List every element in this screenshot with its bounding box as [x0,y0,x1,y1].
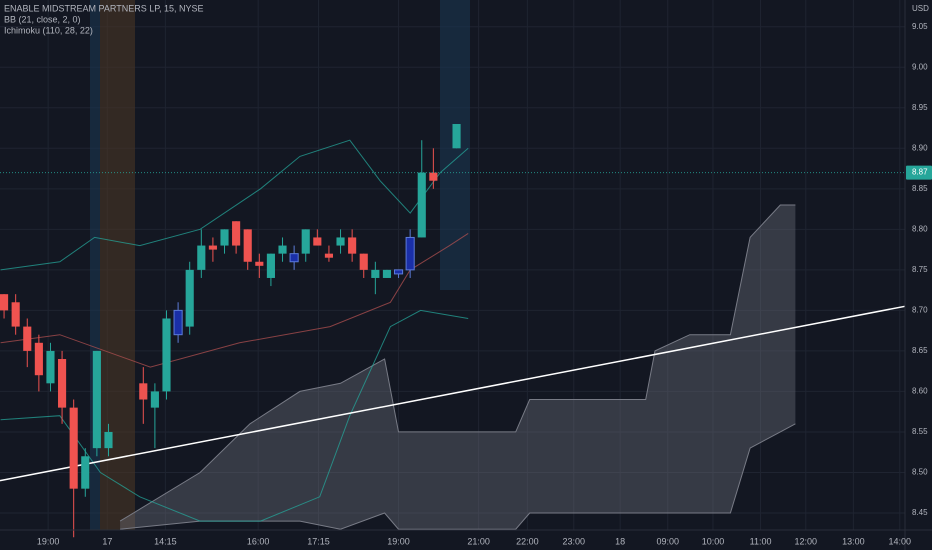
x-tick-label: 21:00 [467,536,490,546]
candle-body [313,237,322,246]
candle-body [81,456,90,489]
indicator-line [0,139,469,271]
y-tick-label: 8.90 [912,143,928,152]
candle-body [162,318,171,392]
candle-body [173,309,183,336]
x-tick-label: 16:00 [247,536,270,546]
candle-body [0,294,9,311]
x-tick-label: 17 [102,536,112,546]
candle-body [266,253,275,278]
candle-body [92,350,101,449]
candle-body [150,391,159,408]
candle-body [393,269,404,275]
indicator-line [0,232,469,368]
cloud-fill [120,205,796,530]
price-label-box [906,165,932,180]
candle-body [452,123,461,149]
candle-body [104,431,113,449]
y-tick-label: 8.85 [912,184,928,193]
candle-body [336,237,345,246]
y-tick-label: 8.60 [912,387,928,396]
y-tick-label: 8.55 [912,427,928,436]
indicator-line [0,309,469,522]
y-tick-label: 8.75 [912,265,928,274]
candle-body [417,172,426,238]
x-tick-label: 10:00 [702,536,725,546]
candle-body [289,253,299,263]
x-tick-label: 12:00 [795,536,818,546]
candle-body [359,253,368,270]
candle-body [34,342,43,376]
x-tick-label: 14:15 [154,536,177,546]
cloud-edge [120,423,796,530]
chart-title: ENABLE MIDSTREAM PARTNERS LP, 15, NYSE [4,3,204,13]
indicator-label: BB (21, close, 2, 0) [4,14,81,24]
plot-area [0,123,906,538]
candle-body [185,269,194,327]
candle-body [23,326,32,351]
y-tick-label: 8.80 [912,224,928,233]
highlight-band [90,0,100,530]
candle-body [243,229,252,262]
price-label: 8.87 [912,168,928,177]
x-tick-label: 19:00 [387,536,410,546]
candle-body [255,261,264,266]
x-tick-label: 18 [615,536,625,546]
y-tick-label: 9.05 [912,22,928,31]
x-tick-label: 22:00 [516,536,539,546]
candle-body [429,172,438,181]
axes: 9.05 9.00 8.95 8.90 8.85 8.80 8.75 8.70 8.65 8.60… [37,22,932,546]
y-tick-label: 8.70 [912,305,928,314]
y-tick-label: 8.50 [912,468,928,477]
candle-body [139,383,148,400]
candle-body [11,302,20,327]
x-tick-label: 23:00 [562,536,585,546]
x-tick-label: 19:00 [37,536,60,546]
candle-body [46,350,55,384]
indicator-line [0,305,906,482]
y-tick-label: 8.45 [912,508,928,517]
candle-body [405,236,415,271]
y-tick-label: 8.95 [912,103,928,112]
candle-body [197,245,206,270]
cloud-edge [119,204,796,522]
y-tick-label: 9.00 [912,62,928,71]
highlight-band [100,0,135,530]
candle-body [208,245,217,250]
candle-body [382,269,392,278]
candle-body [324,253,333,258]
candle-body [232,221,241,246]
x-tick-label: 09:00 [656,536,679,546]
x-tick-label: 11:00 [750,536,772,546]
currency-label: USD [912,4,929,13]
candle-body [348,237,357,254]
candle-body [220,229,229,246]
candle-body [58,359,67,408]
candle-body [69,407,78,489]
indicator-label: Ichimoku (110, 28, 22) [4,25,93,35]
candle-body [278,245,287,254]
x-tick-label: 13:00 [842,536,865,546]
y-tick-label: 8.65 [912,346,928,355]
x-tick-label: 17:15 [307,536,330,546]
x-tick-label: 14:00 [889,536,912,546]
candle-body [371,269,380,278]
candle-body [301,229,310,254]
